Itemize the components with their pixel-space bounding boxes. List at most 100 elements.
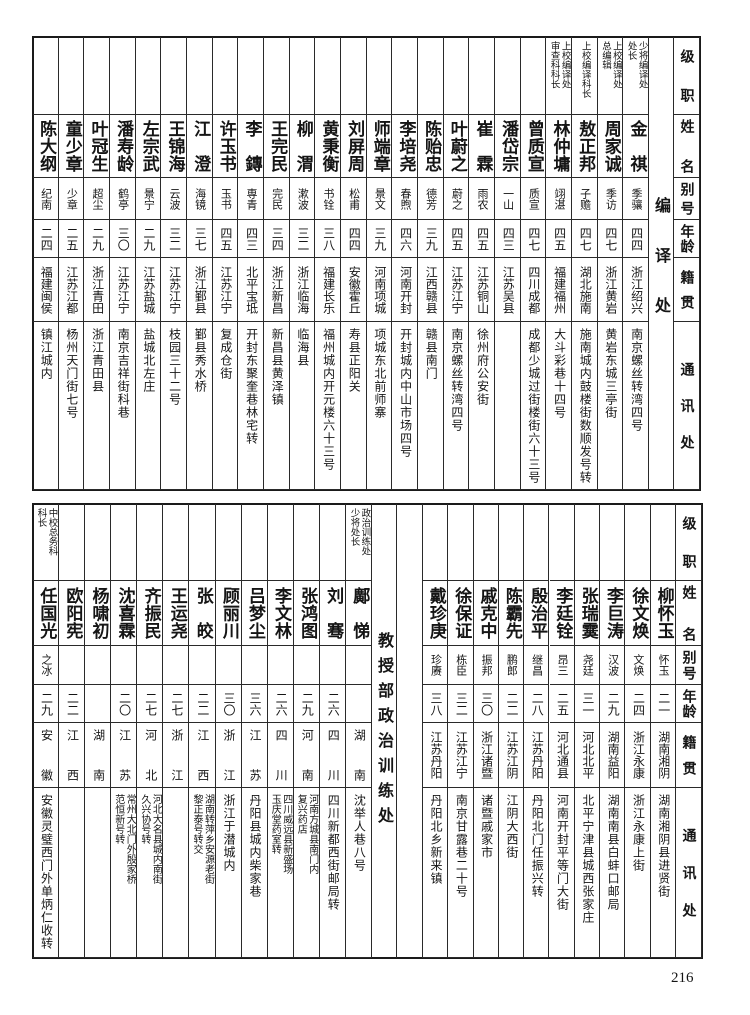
bottom-right-row-0-address: 湖南湘阴县进贤街 (650, 788, 676, 958)
bottom-left-row-8-alias (137, 646, 164, 685)
top-row-5-native-text: 江苏吴县 (501, 265, 516, 314)
top-row-21-position (84, 37, 110, 115)
top-row-22-position (58, 37, 85, 115)
top-section-label-text: 编译处 (652, 197, 671, 347)
top-row-5-native: 江苏吴县 (495, 258, 521, 322)
bottom-right-row-5-address-text: 丹阳北门任振兴转 (530, 794, 545, 898)
bottom-right-row-3-name-text: 张瑞霙 (577, 587, 598, 639)
top-row-19-alias: 景宁 (135, 178, 162, 220)
top-row-23-alias: 纪南 (33, 178, 59, 220)
bottom-right-row-1-name-text: 徐文焕 (628, 587, 649, 639)
top-row-9-position (392, 37, 418, 115)
top-row-14-name: 王完民 (264, 115, 290, 178)
bottom-right-row-1-position (625, 504, 651, 581)
bottom-right-row-8-name: 徐保证 (448, 581, 474, 646)
bottom-left-row-6-address: 湖南转萍乡安源老街 黎正泰号转交 (189, 788, 216, 958)
top-header-native-text: 籍贯 (678, 270, 695, 309)
top-row-17-alias: 海镜 (187, 178, 213, 220)
bottom-section-label-text: 教授部政治训练处 (375, 632, 394, 832)
top-row-12-address-text: 福州城内开元楼六十三号 (321, 328, 336, 471)
top-row-14-name-text: 王完民 (267, 120, 288, 172)
top-row-13-native-text: 浙江临海 (295, 265, 310, 314)
top-row-9-name-text: 李培尧 (395, 120, 416, 172)
bottom-right-row-2-native-text: 湖南益阳 (606, 731, 621, 779)
top-row-9-native: 河南开封 (392, 258, 418, 322)
bottom-right-row-0-name: 柳怀玉 (650, 581, 676, 646)
bottom-left-row-2-position (293, 504, 320, 581)
top-row-2-position-text: 上校编译科长 (579, 41, 591, 98)
top-row-0-alias: 季骧 (623, 178, 649, 220)
bottom-right-row-7-age: 三〇 (473, 685, 499, 723)
bottom-left-row-0-name-text: 鄺悌 (349, 587, 370, 639)
bottom-right-row-1-alias: 文焕 (625, 646, 651, 685)
top-row-18-alias: 云波 (161, 178, 187, 220)
bottom-left-row-3-alias (267, 646, 294, 685)
top-row-11-native: 安徽霍丘 (341, 258, 367, 322)
top-row-3-alias: 翊湛 (546, 178, 572, 220)
top-row-21-native: 浙江青田 (84, 258, 110, 322)
bottom-left-row-2-name: 张鸿图 (293, 581, 320, 646)
top-row-12-age: 三八 (315, 220, 341, 258)
top-row-7-native: 江苏江宁 (443, 258, 470, 322)
top-row-21-age-text: 二九 (90, 226, 105, 251)
bottom-left-row-8-address: 河北大名县城内南街 久兴协号转 (137, 788, 164, 958)
bottom-left-row-2-alias (293, 646, 320, 685)
bottom-left-row-3-name: 李文林 (267, 581, 294, 646)
top-row-1-name: 周家诚 (597, 115, 624, 178)
blank-column (397, 504, 423, 958)
top-row-5-alias-text: 一山 (501, 187, 515, 210)
bottom-right-row-7-native-text: 浙江诸暨 (479, 731, 494, 779)
top-row-8-alias-text: 德芳 (424, 187, 438, 210)
top-row-19-age: 二九 (135, 220, 162, 258)
top-row-4-name: 曾质宣 (520, 115, 547, 178)
bottom-left-row-10-position (85, 504, 112, 581)
bottom-right-row-6-alias-text: 鹏郎 (505, 654, 519, 676)
bottom-left-row-4-age-text: 三六 (248, 691, 263, 716)
top-row-22-name-text: 童少章 (61, 120, 82, 172)
bottom-personnel-table (32, 503, 703, 959)
top-row-11-native-text: 安徽霍丘 (347, 265, 362, 314)
top-row-9-age: 四六 (392, 220, 418, 258)
top-row-3-name: 林仲墉 (546, 115, 572, 178)
top-row-18-name: 王锦海 (161, 115, 187, 178)
bottom-right-row-1-name: 徐文焕 (625, 581, 651, 646)
bottom-left-row-6-age-text: 二二 (195, 691, 210, 716)
bottom-left-row-5-name: 顾丽川 (215, 581, 242, 646)
top-row-9-address-text: 开封城内中山市场四号 (398, 328, 413, 458)
bottom-left-row-11-name: 欧阳宪 (59, 581, 86, 646)
top-row-19-native-text: 江苏盐城 (141, 265, 156, 314)
top-row-23-address: 镇江城内 (33, 322, 59, 490)
bottom-left-row-12-age-text: 二九 (39, 691, 54, 716)
bottom-left-row-9-age: 二〇 (111, 685, 138, 723)
top-row-16-name-text: 许玉书 (215, 120, 236, 172)
top-header-native: 籍贯 (674, 258, 700, 322)
bottom-right-row-7-native: 浙江诸暨 (473, 723, 499, 788)
bottom-right-row-7-name-text: 戚克中 (476, 587, 497, 639)
top-row-11-address-text: 寿县正阳关 (347, 328, 362, 393)
top-row-9-alias-text: 春煦 (398, 187, 412, 210)
bottom-right-row-2-name-text: 李巨涛 (603, 587, 624, 639)
bottom-right-row-1-age: 二四 (625, 685, 651, 723)
bottom-left-row-9-name: 沈喜霖 (111, 581, 138, 646)
top-header-age: 年龄 (674, 220, 700, 258)
top-row-18-native-text: 江苏江宁 (167, 265, 182, 314)
bottom-left-row-7-position (163, 504, 190, 581)
bottom-right-row-3-alias: 尧廷 (574, 646, 601, 685)
top-row-6-age-text: 四五 (475, 226, 490, 251)
bottom-left-row-11-age: 二二 (59, 685, 86, 723)
bottom-right-row-8-name-text: 徐保证 (451, 587, 472, 639)
bottom-right-row-4-name: 李廷铨 (549, 581, 575, 646)
top-row-19-name-text: 左宗武 (138, 120, 159, 172)
top-row-18-position (161, 37, 187, 115)
top-row-15-name-text: 李鏄 (241, 120, 262, 172)
bottom-right-row-8-age-text: 三二 (454, 691, 469, 716)
top-row-12-alias-text: 书铨 (321, 187, 335, 210)
top-row-6-alias-text: 雨农 (475, 187, 489, 210)
bottom-right-row-5-position (524, 504, 550, 581)
bottom-right-row-5-age-text: 二八 (530, 691, 545, 716)
bottom-left-row-8-native-text: 河北 (143, 729, 158, 781)
top-row-5-name: 潘岱宗 (495, 115, 521, 178)
top-row-6-position (469, 37, 495, 115)
bottom-left-row-11-address (59, 788, 86, 958)
bottom-left-row-7-name-text: 王运尧 (166, 587, 187, 639)
